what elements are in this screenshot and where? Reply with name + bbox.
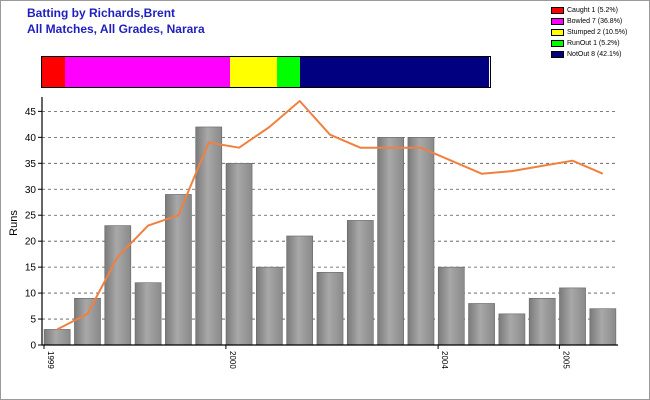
legend-label-notout: NotOut 8 (42.1%) [567,51,622,58]
bar [468,303,495,346]
x-tick-label: 2004 [440,351,449,369]
strip-segment-bowled [65,57,231,87]
legend-swatch-runout [551,40,564,47]
y-tick-label: 10 [25,289,37,300]
strip-segment-caught [42,57,66,87]
legend-label-runout: RunOut 1 (5.2%) [567,40,620,47]
dismissal-stacked-strip [41,56,491,88]
x-tick-label: 2005 [561,351,570,369]
bar [316,272,344,346]
legend-item-bowled: Bowled 7 (36.8%) [551,16,627,27]
strip-segment-runout [277,57,301,87]
bar [104,225,132,346]
bar [286,235,314,346]
y-tick-label: 40 [25,133,37,144]
strip-segment-stumped [230,57,278,87]
bar [407,137,435,346]
bar [528,297,556,346]
average-line [56,100,604,331]
dismissal-legend: Caught 1 (5.2%) Bowled 7 (36.8%) Stumped… [551,5,627,60]
bar [498,313,526,346]
legend-item-runout: RunOut 1 (5.2%) [551,38,627,49]
y-axis-label: Runs [8,210,20,236]
chart-title-block: Batting by Richards,Brent All Matches, A… [27,5,205,37]
legend-item-stumped: Stumped 2 (10.5%) [551,27,627,38]
bar [74,297,101,346]
x-tick-label: 1999 [46,351,55,369]
y-tick-label: 30 [25,185,37,196]
bar [225,162,253,346]
legend-swatch-notout [551,51,564,58]
bar [437,266,465,346]
y-tick-label: 5 [30,315,36,326]
legend-swatch-stumped [551,29,564,36]
y-tick-label: 35 [25,159,37,170]
bar [195,126,223,346]
y-tick-label: 0 [30,341,36,352]
bar [346,220,374,346]
y-tick-label: 20 [25,237,37,248]
y-tick-label: 15 [25,263,37,274]
y-tick-label: 45 [25,107,37,118]
legend-swatch-bowled [551,18,564,25]
bar [256,266,283,346]
bar [377,137,404,346]
bar [134,282,162,346]
bar [165,194,192,346]
bar [43,329,71,346]
legend-item-caught: Caught 1 (5.2%) [551,5,627,16]
legend-label-stumped: Stumped 2 (10.5%) [567,29,628,36]
legend-label-caught: Caught 1 (5.2%) [567,7,618,14]
legend-swatch-caught [551,7,564,14]
chart-subtitle: All Matches, All Grades, Narara [27,22,205,36]
strip-segment-notout [300,57,490,87]
bar [589,308,617,346]
legend-label-bowled: Bowled 7 (36.8%) [567,18,623,25]
chart-title: Batting by Richards,Brent [27,6,176,20]
legend-item-notout: NotOut 8 (42.1%) [551,49,627,60]
x-tick-label: 2000 [228,351,237,369]
bar [559,287,586,346]
y-tick-label: 25 [25,211,37,222]
